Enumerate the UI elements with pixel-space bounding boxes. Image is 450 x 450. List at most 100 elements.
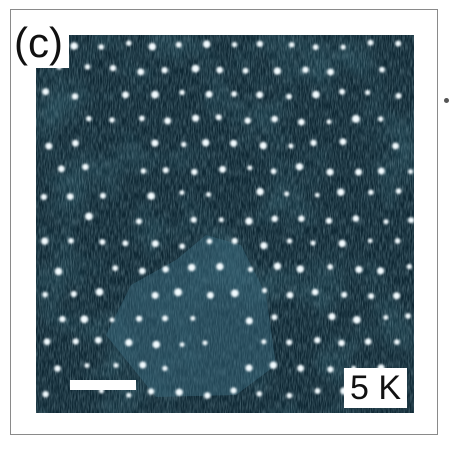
bright-spot [310,139,317,146]
bright-spot [383,219,389,225]
bright-spot [162,266,169,273]
bright-spot [190,315,196,321]
bright-spot [256,40,264,48]
bright-spot [326,119,332,125]
bright-spot [151,291,159,299]
bright-spot [86,115,92,122]
bright-spot [339,88,346,95]
bright-spot [216,66,224,74]
bright-spot [99,192,106,199]
bright-spot [259,141,267,150]
bright-spot [137,68,145,76]
bright-spot [244,117,251,124]
bright-spot [164,117,172,125]
bright-spot [271,215,278,223]
bright-spot [151,139,159,147]
bright-spot [355,168,362,176]
bright-spot [286,93,292,100]
bright-spot [202,340,208,346]
bright-spot [286,339,293,346]
bright-spot [58,165,65,173]
bright-spot [206,238,213,245]
bright-spot [138,267,146,275]
bright-spot [174,288,183,297]
bright-spot [394,339,400,345]
bright-spot [242,67,249,74]
bright-spot [364,338,372,345]
bright-spot [367,238,373,244]
bright-spot [394,238,401,244]
bright-spot [54,267,63,276]
stm-micrograph [36,35,414,413]
bright-spot [298,215,305,222]
bright-spot [72,338,79,345]
bright-spot [43,338,51,346]
bright-spot [271,314,278,321]
bright-spot [205,90,213,98]
bright-spot [179,243,186,250]
bright-spot [139,361,147,369]
bright-spot [393,292,401,300]
bright-spot [216,262,224,271]
bright-spot [328,313,336,321]
bright-spot [112,265,119,272]
bright-spot [80,315,89,324]
bright-spot [72,139,79,147]
bright-spot [367,39,374,46]
bright-spot [179,190,185,196]
bright-spot [337,188,345,196]
bright-spot [187,263,196,272]
bright-spot [302,66,309,74]
bright-spot [314,388,321,394]
bright-spot [286,392,293,399]
bright-spot [395,92,402,99]
bright-spot [377,267,385,275]
bright-spot [406,263,412,270]
bright-spot [140,168,147,174]
bright-spot [340,44,346,50]
bright-spot [42,291,48,298]
bright-spot [135,218,142,225]
bright-spot [408,169,413,175]
bright-spot [109,117,115,123]
bright-spot [206,192,211,197]
bright-spot [99,239,106,245]
bright-spot [256,91,264,99]
bright-spot [202,40,211,48]
bright-spot [175,41,182,48]
bright-spot [175,388,183,396]
bright-spot [179,89,185,96]
bright-spot [395,188,402,195]
bright-spot [139,115,145,122]
bright-spot-lattice [40,39,414,399]
bright-spot [256,391,263,397]
bright-spot [298,118,305,126]
bright-spot [341,291,348,298]
bright-spot [151,240,159,248]
bright-spot [95,288,104,296]
bright-spot [230,139,238,147]
bright-spot [295,163,304,171]
bright-spot [84,363,90,368]
bright-spot [314,192,320,198]
bright-spot [260,242,268,250]
bright-spot [365,89,371,96]
bright-spot [66,193,74,201]
bright-spot [181,141,187,148]
bright-spot [297,364,305,372]
bright-spot [296,265,305,273]
edge-mark [444,98,449,103]
bright-spot [326,168,334,176]
bright-spot [126,392,132,398]
bright-spot [273,67,281,75]
panel-label: (c) [12,20,69,68]
bright-spot [136,315,143,322]
bright-spot [59,315,66,323]
bright-spot [71,93,79,100]
bright-spot [245,317,253,325]
bright-spot [179,342,185,347]
bright-spot [161,67,168,74]
bright-spot [311,288,319,296]
bright-spot [70,42,78,50]
bright-spot [113,362,119,368]
